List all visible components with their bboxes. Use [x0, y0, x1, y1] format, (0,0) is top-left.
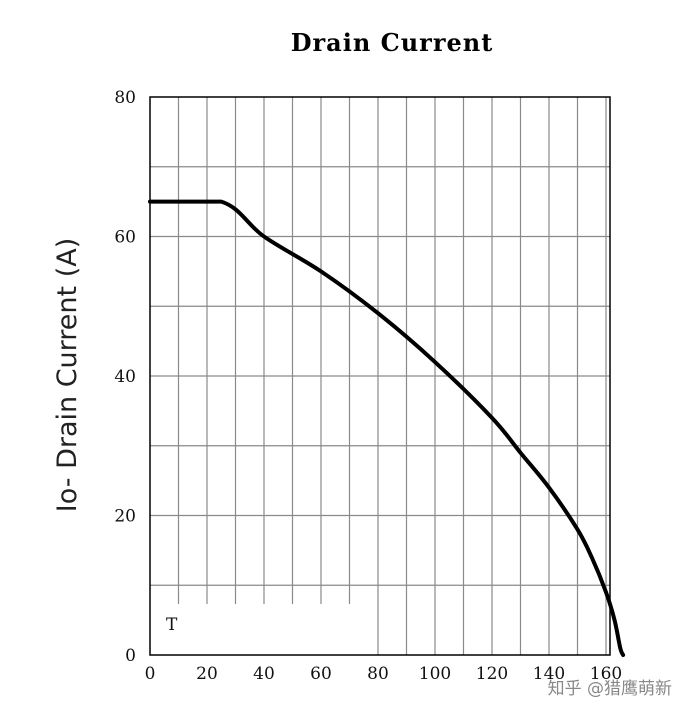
grid-lines [150, 97, 610, 655]
x-tick-label: 160 [590, 664, 622, 684]
y-tick-label: 80 [114, 88, 136, 108]
y-tick-label: 20 [114, 507, 136, 527]
x-tick-label: 20 [196, 664, 218, 684]
annotation-t: T [166, 615, 178, 635]
y-tick-label: 60 [114, 228, 136, 248]
x-tick-label: 0 [145, 664, 156, 684]
tick-labels: 0 20 40 60 80 100 120 140 160 0 20 40 60 80 [114, 88, 622, 684]
y-tick-label: 0 [125, 646, 136, 666]
y-axis-label: Io- Drain Current (A) [52, 238, 83, 512]
x-tick-label: 120 [476, 664, 508, 684]
plot-frame [149, 96, 611, 656]
y-tick-label: 40 [114, 367, 136, 387]
x-tick-label: 80 [367, 664, 389, 684]
x-tick-label: 100 [419, 664, 451, 684]
x-tick-label: 140 [533, 664, 565, 684]
x-tick-label: 60 [310, 664, 332, 684]
watermark: 知乎 @猎鹰萌新 [548, 679, 672, 699]
chart-title: Drain Current [291, 28, 494, 57]
x-tick-label: 40 [253, 664, 275, 684]
drain-current-curve [148, 199, 626, 657]
